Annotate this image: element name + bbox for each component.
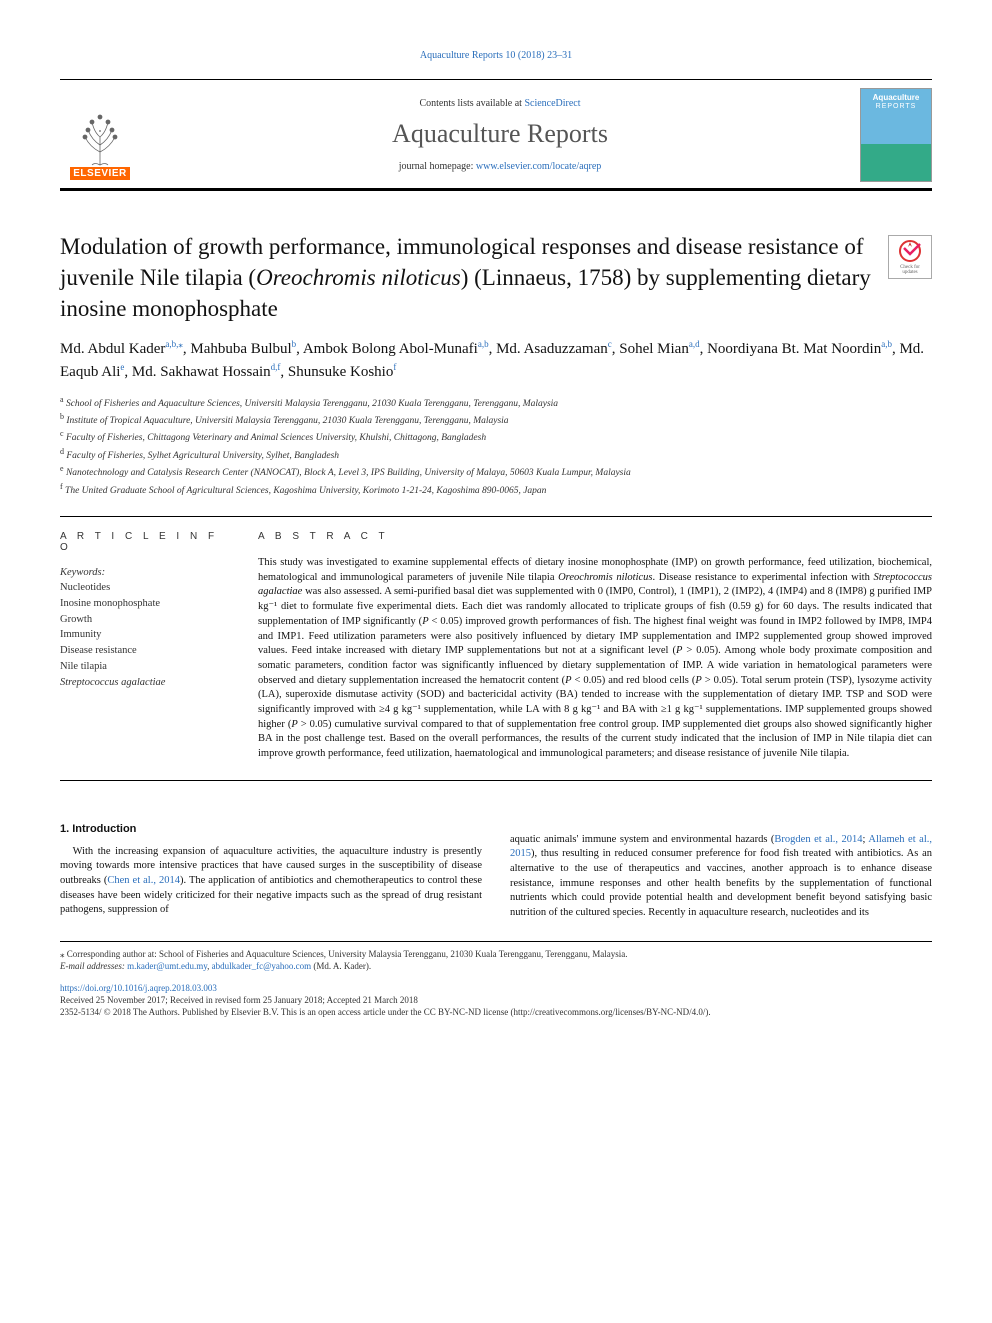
journal-cover-thumb: Aquaculture REPORTS	[860, 88, 932, 182]
abstract-heading: A B S T R A C T	[258, 531, 932, 542]
email-label: E-mail addresses:	[60, 961, 125, 971]
journal-header: ELSEVIER Contents lists available at Sci…	[60, 79, 932, 191]
intro-left-text: With the increasing expansion of aquacul…	[60, 845, 482, 918]
affiliation: c Faculty of Fisheries, Chittagong Veter…	[60, 428, 932, 445]
keyword: Nile tilapia	[60, 659, 230, 675]
author: Mahbuba Bulbulb	[190, 341, 296, 357]
author: Ambok Bolong Abol-Munafia,b	[303, 341, 489, 357]
keyword: Disease resistance	[60, 643, 230, 659]
check-updates-label: Check forupdates	[900, 265, 920, 275]
affiliation: a School of Fisheries and Aquaculture Sc…	[60, 394, 932, 411]
affiliations-list: a School of Fisheries and Aquaculture Sc…	[60, 394, 932, 498]
doi-line: https://doi.org/10.1016/j.aqrep.2018.03.…	[60, 983, 932, 993]
info-divider-top	[60, 516, 932, 517]
journal-name: Aquaculture Reports	[140, 119, 860, 149]
title-species: Oreochromis niloticus	[256, 265, 461, 290]
keyword: Growth	[60, 612, 230, 628]
affiliation: e Nanotechnology and Catalysis Research …	[60, 463, 932, 480]
email-line: E-mail addresses: m.kader@umt.edu.my, ab…	[60, 960, 932, 973]
keywords-list: NucleotidesInosine monophosphateGrowthIm…	[60, 580, 230, 690]
footnote-divider	[60, 941, 932, 942]
citation-header: Aquaculture Reports 10 (2018) 23–31	[60, 50, 932, 61]
check-updates-badge[interactable]: Check forupdates	[888, 235, 932, 279]
email-suffix: (Md. A. Kader).	[311, 961, 371, 971]
author: Noordiyana Bt. Mat Noordina,b	[707, 341, 892, 357]
elsevier-wordmark: ELSEVIER	[70, 167, 129, 180]
keyword: Nucleotides	[60, 580, 230, 596]
author: Md. Asaduzzamanc	[496, 341, 612, 357]
sciencedirect-link[interactable]: ScienceDirect	[524, 98, 580, 109]
article-info-col: A R T I C L E I N F O Keywords: Nucleoti…	[60, 531, 230, 762]
keywords-label: Keywords:	[60, 567, 230, 578]
author: Shunsuke Koshiof	[288, 364, 396, 380]
homepage-prefix: journal homepage:	[399, 161, 476, 172]
contents-available-line: Contents lists available at ScienceDirec…	[140, 98, 860, 109]
footnotes: ⁎ Corresponding author at: School of Fis…	[60, 948, 932, 973]
abstract-col: A B S T R A C T This study was investiga…	[258, 531, 932, 762]
abstract-text: This study was investigated to examine s…	[258, 556, 932, 762]
article-title: Modulation of growth performance, immuno…	[60, 231, 876, 324]
article-history: Received 25 November 2017; Received in r…	[60, 995, 932, 1005]
author: Md. Sakhawat Hossaind,f	[132, 364, 281, 380]
corresponding-author: ⁎ Corresponding author at: School of Fis…	[60, 948, 932, 961]
elsevier-logo: ELSEVIER	[60, 90, 140, 180]
affiliation: f The United Graduate School of Agricult…	[60, 481, 932, 498]
keyword: Streptococcus agalactiae	[60, 675, 230, 691]
check-updates-icon	[898, 239, 922, 263]
author: Md. Abdul Kadera,b,⁎	[60, 341, 183, 357]
affiliation: b Institute of Tropical Aquaculture, Uni…	[60, 411, 932, 428]
email-link-2[interactable]: abdulkader_fc@yahoo.com	[212, 961, 312, 971]
elsevier-tree-icon	[70, 107, 130, 167]
copyright-line: 2352-5134/ © 2018 The Authors. Published…	[60, 1007, 932, 1017]
homepage-line: journal homepage: www.elsevier.com/locat…	[140, 161, 860, 172]
authors-list: Md. Abdul Kadera,b,⁎, Mahbuba Bulbulb, A…	[60, 338, 932, 384]
doi-link[interactable]: https://doi.org/10.1016/j.aqrep.2018.03.…	[60, 983, 217, 993]
introduction-heading: 1. Introduction	[60, 823, 482, 835]
article-info-heading: A R T I C L E I N F O	[60, 531, 230, 553]
affiliation: d Faculty of Fisheries, Sylhet Agricultu…	[60, 446, 932, 463]
homepage-link[interactable]: www.elsevier.com/locate/aqrep	[476, 161, 601, 172]
cover-subtitle: REPORTS	[861, 103, 931, 110]
keyword: Inosine monophosphate	[60, 596, 230, 612]
intro-right-text: aquatic animals' immune system and envir…	[510, 833, 932, 921]
cover-title: Aquaculture	[861, 93, 931, 102]
author: Sohel Miana,d	[619, 341, 699, 357]
contents-prefix: Contents lists available at	[419, 98, 524, 109]
info-divider-bottom	[60, 780, 932, 781]
email-link-1[interactable]: m.kader@umt.edu.my	[127, 961, 207, 971]
keyword: Immunity	[60, 627, 230, 643]
